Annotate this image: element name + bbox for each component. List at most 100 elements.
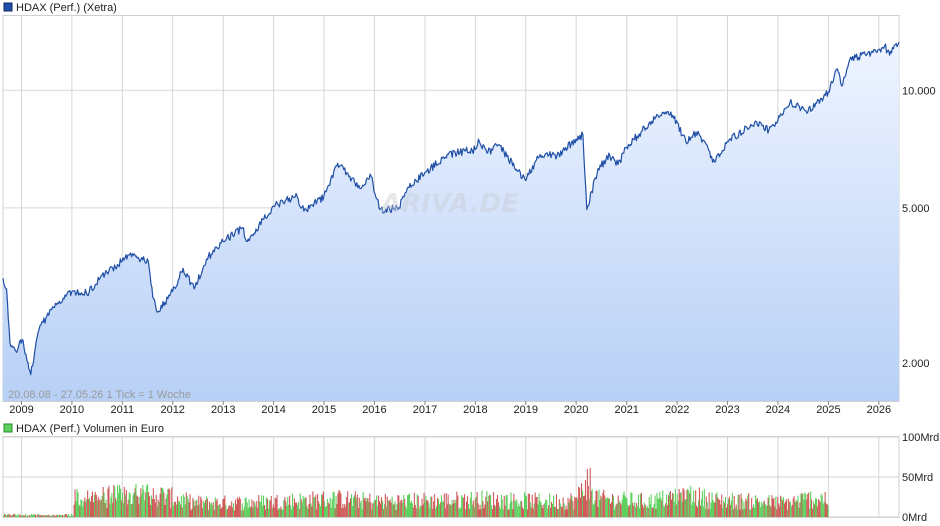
volume-bar bbox=[615, 504, 617, 517]
volume-bar bbox=[490, 495, 492, 517]
volume-bar bbox=[209, 504, 211, 517]
volume-bar bbox=[447, 494, 449, 517]
volume-bar bbox=[129, 493, 131, 517]
volume-bar bbox=[41, 514, 43, 517]
volume-bar bbox=[520, 501, 522, 517]
volume-bar bbox=[408, 494, 410, 517]
volume-bar bbox=[166, 494, 168, 517]
volume-bar bbox=[627, 505, 629, 517]
volume-bar bbox=[347, 491, 349, 517]
volume-bar bbox=[772, 498, 774, 517]
x-tick-label: 2022 bbox=[665, 404, 689, 416]
volume-bar bbox=[250, 506, 252, 517]
volume-bar bbox=[638, 494, 640, 517]
volume-bar bbox=[186, 495, 188, 517]
volume-bar bbox=[248, 499, 250, 517]
volume-bar bbox=[315, 495, 317, 517]
volume-bar bbox=[626, 498, 628, 517]
volume-bar bbox=[77, 492, 79, 517]
volume-bar bbox=[653, 504, 655, 517]
volume-bar bbox=[576, 497, 578, 517]
volume-bar bbox=[289, 495, 291, 517]
volume-bar bbox=[495, 506, 497, 517]
volume-bar bbox=[761, 504, 763, 517]
volume-bar bbox=[438, 504, 440, 517]
volume-bar bbox=[311, 506, 313, 517]
volume-bar bbox=[616, 503, 618, 517]
volume-bar bbox=[457, 495, 459, 517]
volume-bar bbox=[688, 490, 690, 517]
volume-bar bbox=[341, 508, 343, 517]
x-tick-label: 2017 bbox=[413, 404, 437, 416]
volume-bar bbox=[211, 505, 213, 517]
volume-bar bbox=[394, 501, 396, 517]
volume-bar bbox=[403, 494, 405, 517]
volume-bar bbox=[445, 493, 447, 517]
volume-bar bbox=[515, 501, 517, 517]
volume-bar bbox=[414, 504, 416, 517]
volume-bar bbox=[340, 493, 342, 517]
volume-bar bbox=[497, 502, 499, 517]
volume-bar bbox=[568, 502, 570, 517]
volume-bar bbox=[489, 494, 491, 517]
volume-bar bbox=[240, 510, 242, 517]
volume-bar bbox=[690, 485, 692, 517]
volume-bar bbox=[590, 491, 592, 517]
volume-bar bbox=[263, 495, 265, 517]
volume-bar bbox=[572, 500, 574, 517]
x-tick-label: 2014 bbox=[261, 404, 285, 416]
volume-bar bbox=[14, 514, 16, 517]
volume-bar bbox=[511, 501, 513, 517]
volume-bar bbox=[588, 499, 590, 517]
volume-bar bbox=[368, 502, 370, 517]
volume-bar bbox=[742, 509, 744, 517]
volume-bar bbox=[272, 504, 274, 517]
volume-bar bbox=[654, 495, 656, 517]
volume-bar bbox=[747, 495, 749, 517]
volume-bar bbox=[111, 493, 113, 517]
volume-bar bbox=[24, 515, 26, 517]
volume-bar bbox=[606, 498, 608, 517]
volume-bar bbox=[599, 500, 601, 517]
volume-bar bbox=[256, 500, 258, 517]
volume-bar bbox=[569, 499, 571, 517]
volume-bar bbox=[141, 494, 143, 517]
x-tick-label: 2012 bbox=[160, 404, 184, 416]
volume-bar bbox=[746, 500, 748, 517]
volume-bar bbox=[692, 501, 694, 517]
volume-bar bbox=[177, 501, 179, 517]
volume-bar bbox=[372, 503, 374, 517]
volume-bar bbox=[192, 498, 194, 517]
volume-bar bbox=[710, 502, 712, 517]
volume-bar bbox=[790, 506, 792, 517]
volume-bar bbox=[34, 514, 36, 517]
volume-bar bbox=[397, 495, 399, 517]
volume-bar bbox=[512, 509, 514, 517]
volume-bar bbox=[579, 487, 581, 517]
volume-bar bbox=[226, 509, 228, 517]
volume-bar bbox=[669, 492, 671, 517]
volume-bar bbox=[427, 500, 429, 517]
volume-bar bbox=[755, 495, 757, 517]
volume-bar bbox=[479, 504, 481, 517]
x-tick-label: 2024 bbox=[766, 404, 790, 416]
volume-bar bbox=[176, 504, 178, 517]
volume-bar bbox=[685, 499, 687, 517]
volume-bar bbox=[100, 499, 102, 517]
volume-bar bbox=[13, 513, 15, 517]
volume-bar bbox=[634, 502, 636, 517]
volume-bar bbox=[739, 509, 741, 517]
volume-bar bbox=[791, 504, 793, 517]
volume-bar bbox=[465, 509, 467, 517]
volume-bar bbox=[409, 502, 411, 517]
volume-bar bbox=[349, 502, 351, 517]
volume-bar bbox=[159, 493, 161, 517]
volume-bar bbox=[646, 505, 648, 517]
volume-bar bbox=[612, 495, 614, 517]
volume-bar bbox=[62, 516, 64, 517]
volume-bar bbox=[259, 501, 261, 517]
volume-bar bbox=[740, 493, 742, 517]
volume-bar bbox=[689, 493, 691, 517]
volume-bar bbox=[388, 501, 390, 517]
volume-bar bbox=[180, 495, 182, 517]
